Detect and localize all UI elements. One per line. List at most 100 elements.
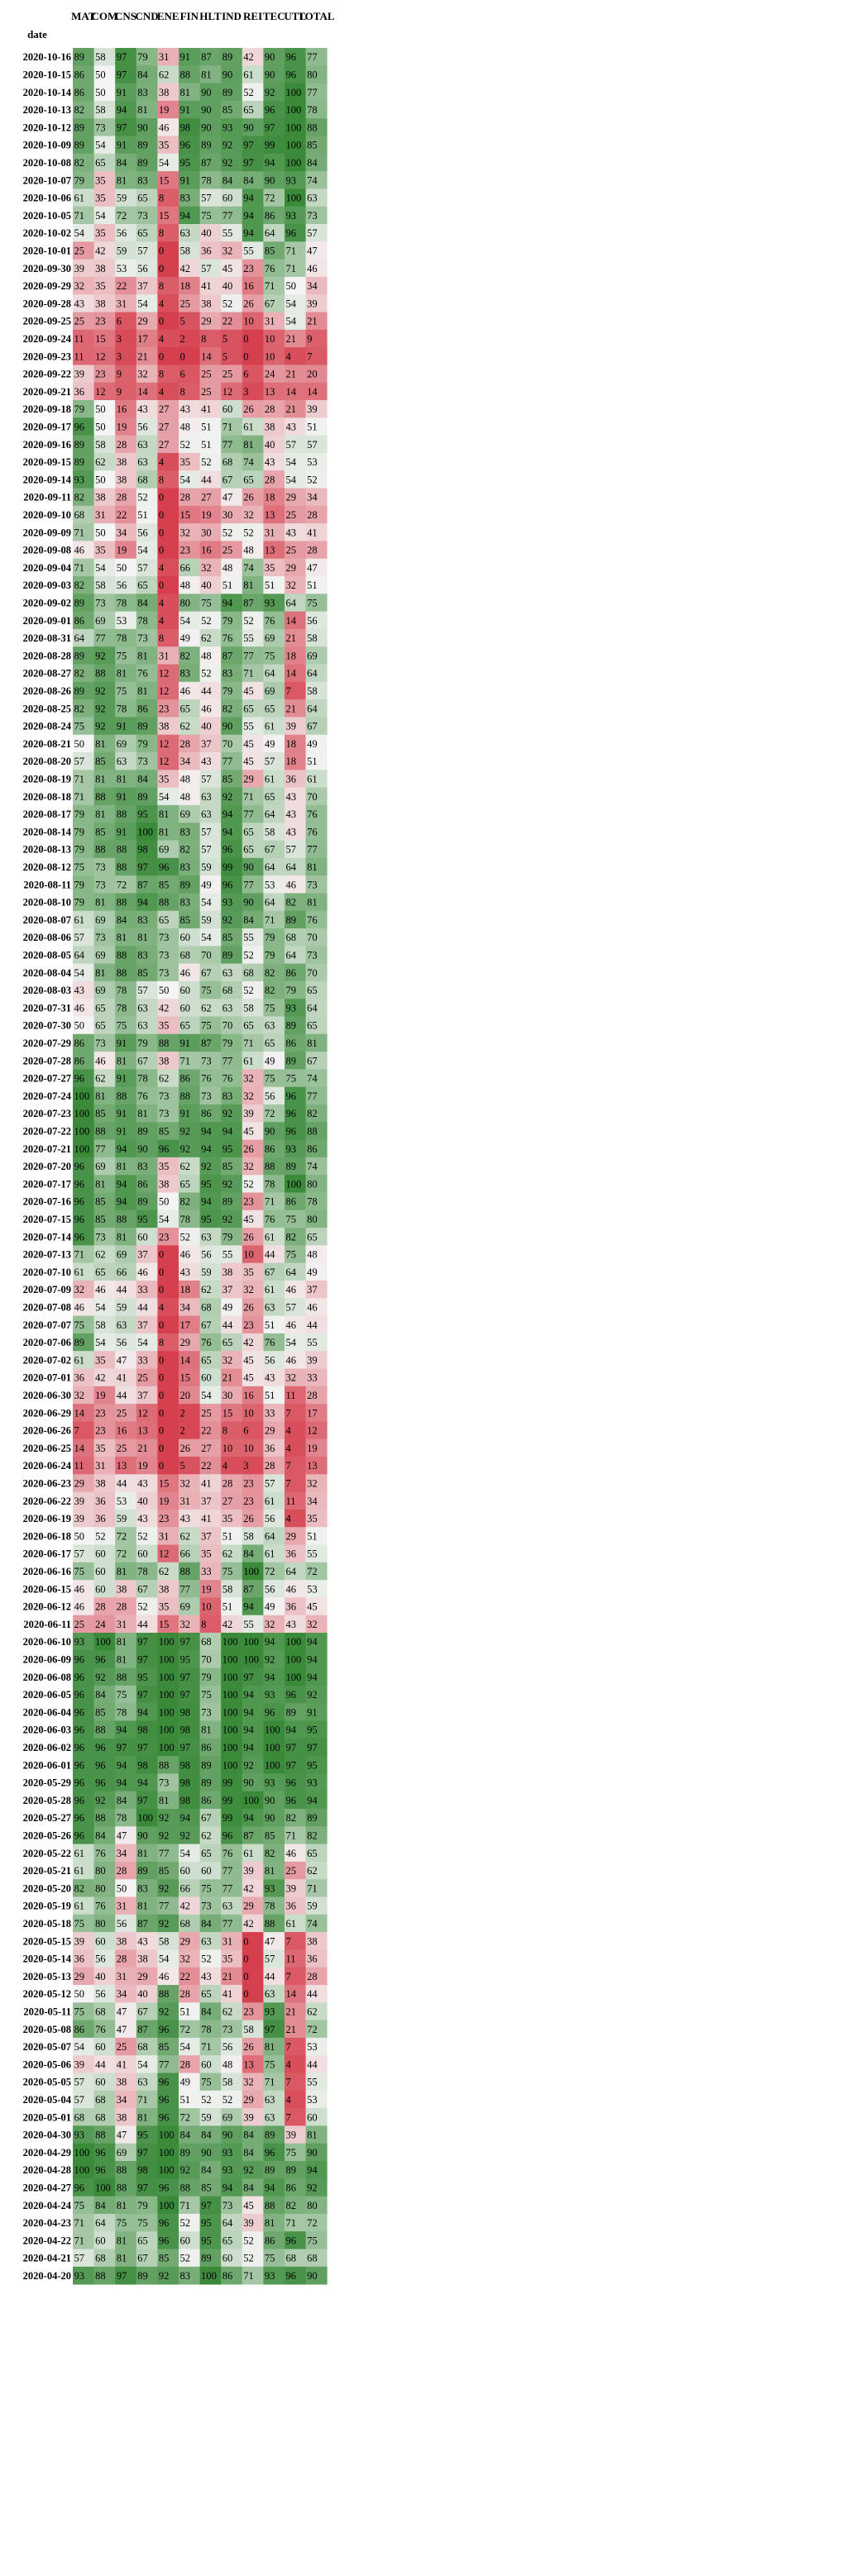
cell-value: 94 [223, 809, 233, 820]
cell-value: 58 [243, 1002, 254, 1014]
cell-value: 90 [201, 104, 212, 116]
cell-value: 3 [243, 386, 248, 398]
row-label: 2020-05-08 [23, 2024, 71, 2035]
cell-value: 8 [159, 474, 164, 485]
cell-value: 84 [201, 2130, 212, 2141]
cell-value: 32 [201, 562, 212, 574]
cell-value: 17 [180, 1319, 191, 1331]
cell-value: 81 [117, 174, 127, 186]
cell-value: 96 [265, 2147, 275, 2159]
cell-value: 20 [307, 369, 318, 380]
heatmap-cell [136, 347, 158, 365]
cell-value: 65 [180, 1178, 191, 1190]
cell-value: 76 [201, 1073, 212, 1085]
cell-value: 90 [265, 1812, 275, 1824]
cell-value: 65 [95, 157, 106, 169]
row-label: 2020-06-09 [23, 1653, 71, 1665]
cell-value: 61 [243, 1055, 254, 1066]
cell-value: 52 [137, 1601, 148, 1613]
cell-value: 93 [223, 2147, 233, 2159]
cell-value: 100 [159, 1724, 175, 1736]
cell-value: 67 [137, 1055, 148, 1066]
cell-value: 61 [307, 773, 318, 785]
cell-value: 100 [223, 1689, 238, 1701]
cell-value: 29 [180, 1337, 191, 1348]
row-label: 2020-07-24 [23, 1090, 72, 1102]
row-label: 2020-06-12 [23, 1601, 71, 1613]
heatmap-cell [179, 224, 200, 242]
cell-value: 84 [95, 2200, 106, 2211]
cell-value: 95 [137, 1214, 148, 1225]
cell-value: 93 [286, 1143, 297, 1155]
cell-value: 51 [307, 421, 318, 432]
heatmap-cell [73, 65, 94, 83]
row-label: 2020-08-06 [23, 932, 71, 943]
cell-value: 38 [159, 721, 170, 732]
cell-value: 88 [95, 844, 106, 856]
row-label: 2020-07-27 [23, 1073, 71, 1085]
cell-value: 96 [74, 2182, 85, 2193]
cell-value: 14 [74, 1407, 85, 1419]
cell-value: 97 [243, 1672, 254, 1683]
cell-value: 86 [265, 2235, 275, 2246]
cell-value: 81 [159, 1795, 170, 1806]
cell-value: 28 [95, 1601, 106, 1613]
cell-value: 55 [243, 1619, 254, 1630]
cell-value: 46 [74, 1583, 85, 1595]
heatmap-cell [73, 118, 94, 136]
cell-value: 23 [243, 263, 254, 274]
cell-value: 33 [201, 1566, 212, 1577]
cell-value: 95 [201, 2217, 212, 2229]
cell-value: 47 [117, 1354, 127, 1366]
cell-value: 14 [180, 1354, 191, 1366]
cell-value: 54 [74, 2041, 85, 2053]
heatmap-cell [93, 48, 116, 66]
cell-value: 91 [180, 174, 191, 186]
cell-value: 79 [137, 51, 148, 63]
cell-value: 34 [117, 2094, 127, 2106]
cell-value: 94 [117, 1143, 127, 1155]
cell-value: 79 [286, 985, 297, 996]
cell-value: 81 [265, 2041, 275, 2053]
cell-value: 60 [223, 2253, 233, 2264]
cell-value: 7 [286, 2077, 291, 2088]
cell-value: 16 [117, 1425, 127, 1437]
cell-value: 95 [307, 1724, 318, 1736]
row-label: 2020-09-08 [23, 545, 71, 556]
cell-value: 57 [137, 562, 148, 574]
cell-value: 50 [95, 474, 106, 485]
cell-value: 76 [223, 1073, 233, 1085]
cell-value: 100 [265, 1742, 280, 1753]
cell-value: 89 [223, 87, 233, 98]
cell-value: 52 [201, 2094, 212, 2106]
cell-value: 61 [243, 69, 254, 80]
cell-value: 25 [223, 545, 233, 556]
cell-value: 23 [159, 1231, 170, 1243]
cell-value: 58 [95, 104, 106, 116]
heatmap-cell [115, 153, 137, 172]
cell-value: 84 [117, 157, 127, 169]
cell-value: 86 [265, 210, 275, 222]
cell-value: 56 [265, 1583, 275, 1595]
cell-value: 53 [307, 456, 318, 468]
cell-value: 81 [117, 932, 127, 943]
cell-value: 21 [286, 333, 297, 345]
cell-value: 55 [243, 721, 254, 732]
cell-value: 88 [117, 2164, 127, 2176]
cell-value: 16 [243, 1390, 254, 1401]
cell-value: 66 [180, 1882, 191, 1894]
heatmap-cell [157, 294, 179, 312]
cell-value: 97 [137, 861, 148, 873]
cell-value: 10 [243, 1443, 254, 1454]
heatmap-cell [285, 171, 306, 189]
cell-value: 63 [265, 1988, 275, 2000]
cell-value: 88 [117, 949, 127, 961]
cell-value: 58 [180, 245, 191, 256]
cell-value: 23 [95, 316, 106, 327]
cell-value: 96 [286, 1689, 297, 1701]
cell-value: 35 [95, 280, 106, 292]
cell-value: 42 [243, 51, 254, 63]
cell-value: 85 [223, 104, 233, 116]
cell-value: 90 [265, 69, 275, 80]
cell-value: 35 [180, 456, 191, 468]
